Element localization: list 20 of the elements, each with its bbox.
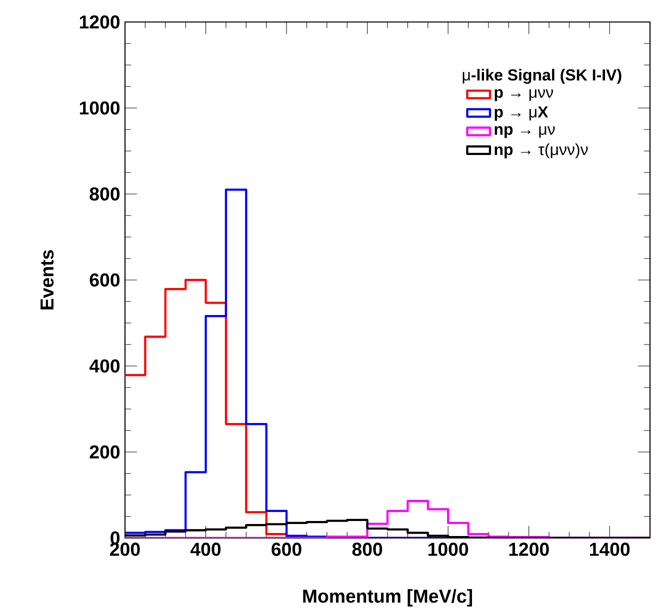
- legend-title: μ-like Signal (SK I-IV): [462, 68, 622, 84]
- x-tick-label: 1000: [428, 542, 468, 556]
- y-axis-title: Events: [40, 250, 54, 310]
- y-tick-label: 800: [90, 187, 120, 201]
- legend-label: np → τ(μνν)ν: [494, 143, 588, 158]
- x-tick-label: 1200: [509, 542, 549, 556]
- y-tick-label: 1200: [80, 15, 120, 29]
- x-axis-title: Momentum [MeV/c]: [303, 589, 472, 606]
- y-tick-label: 600: [90, 273, 120, 287]
- legend-label: np → μν: [494, 126, 555, 138]
- legend-label: p → μνν: [494, 89, 553, 102]
- y-tick-label: 200: [90, 445, 120, 459]
- x-tick-label: 200: [110, 542, 140, 556]
- x-tick-label: 800: [352, 542, 382, 556]
- y-tick-label: 400: [89, 359, 120, 373]
- y-tick-label: 1000: [80, 101, 120, 115]
- x-tick-label: 1400: [590, 542, 630, 556]
- x-tick-label: 600: [272, 542, 302, 556]
- x-tick-label: 400: [190, 542, 221, 556]
- legend-label: p → μX: [494, 106, 548, 121]
